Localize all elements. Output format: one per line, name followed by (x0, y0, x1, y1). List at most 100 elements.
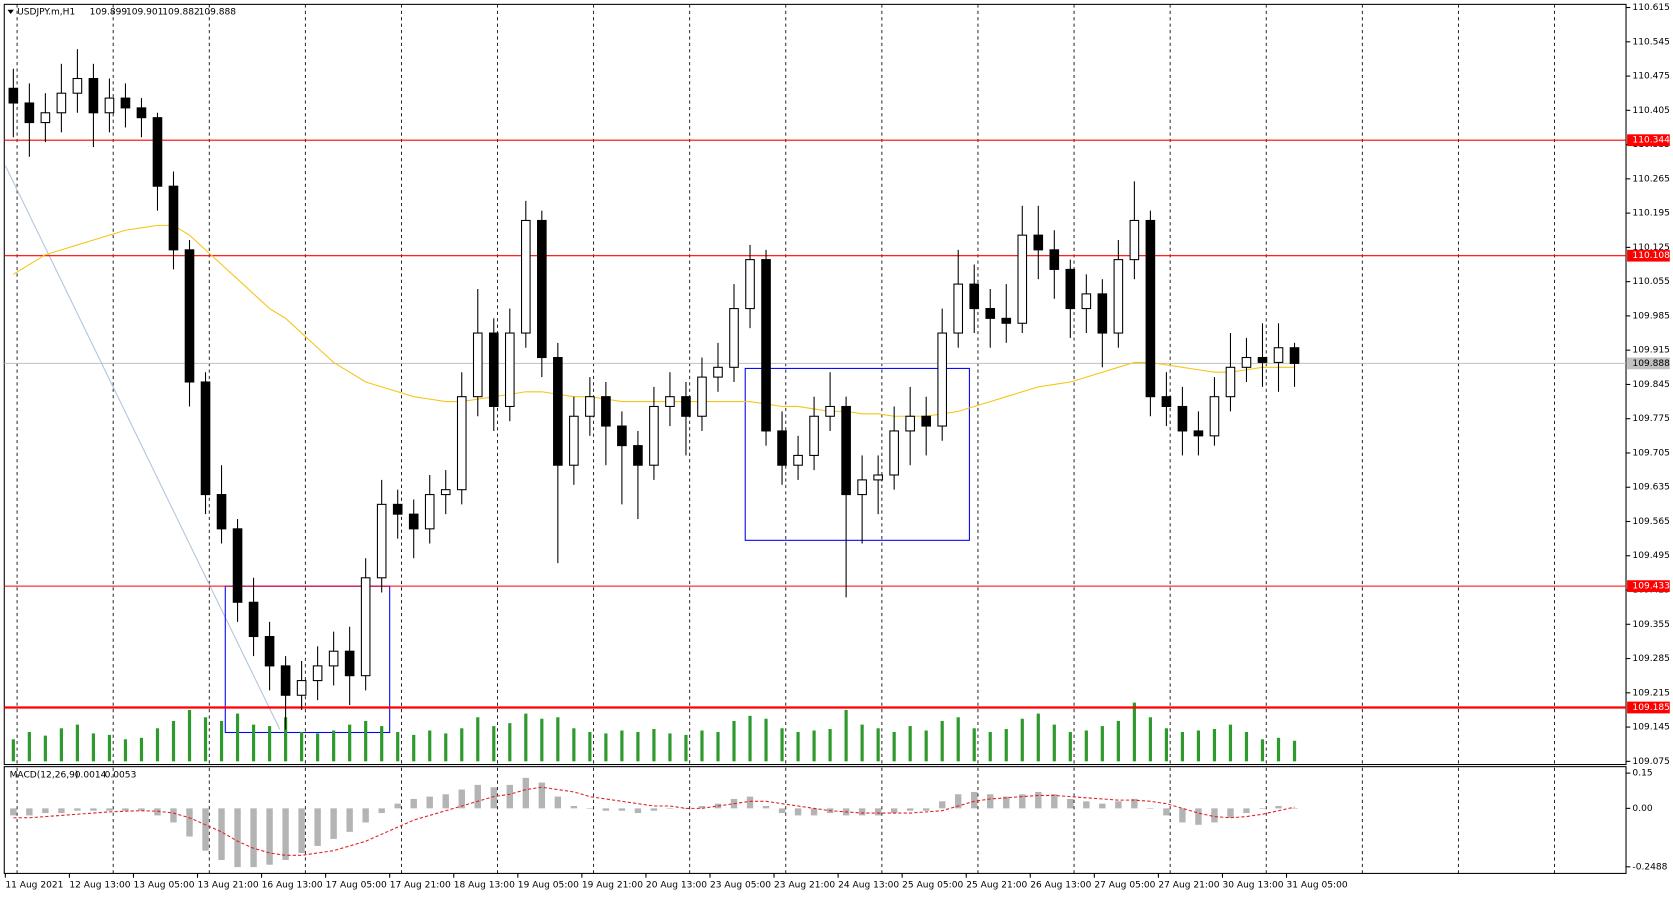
macd-bar (1067, 798, 1074, 809)
trend-line[interactable] (4, 165, 281, 730)
macd-bar (586, 808, 594, 809)
macd-bar (1019, 794, 1026, 809)
candle-body (296, 680, 307, 696)
candle-body (1033, 234, 1044, 251)
bid-price-label-box (1627, 357, 1670, 370)
volume-bar (748, 715, 752, 762)
macd-bar (987, 794, 994, 809)
macd-bar (1163, 808, 1170, 816)
candle-body (969, 283, 980, 310)
volume-bar (988, 731, 992, 762)
y-tick-label: 110.125 (1632, 243, 1669, 253)
volume-bar (604, 733, 608, 762)
range-box[interactable] (744, 367, 970, 541)
x-tick-label: 30 Aug 13:00 (1222, 881, 1283, 891)
x-tick-label: 25 Aug 05:00 (902, 881, 963, 891)
x-tick-label: 17 Aug 21:00 (390, 881, 451, 891)
candle-body (841, 405, 851, 496)
y-tick-label: 109.075 (1632, 757, 1669, 767)
macd-bar (810, 808, 818, 816)
volume-bar (508, 723, 512, 762)
volume-bar (1260, 739, 1265, 762)
volume-bar (780, 728, 784, 762)
volume-bar (1244, 731, 1249, 762)
candle-body (1081, 293, 1092, 310)
volume-bar (171, 720, 176, 762)
candle-body (1145, 219, 1156, 398)
candle-body (1209, 396, 1220, 437)
volume-bar (1132, 702, 1136, 762)
macd-bar (874, 808, 882, 816)
macd-bar (522, 777, 530, 809)
macd-bar (1051, 794, 1058, 809)
macd-bar (1243, 808, 1250, 814)
macd-bar (186, 808, 193, 837)
candle-body (1017, 234, 1028, 324)
candle-body (1241, 356, 1252, 368)
macd-bar (1227, 808, 1234, 818)
macd-bar (58, 808, 65, 814)
volume-bar (300, 731, 304, 762)
volume-bar (1164, 728, 1169, 762)
candle-body (873, 474, 883, 481)
symbol-menu[interactable] (7, 9, 14, 14)
candle-body (280, 665, 291, 696)
x-tick-label: 26 Aug 13:00 (1030, 881, 1091, 891)
volume-bar (251, 724, 256, 762)
volume-bar (75, 724, 80, 762)
candle-body (1193, 430, 1204, 437)
macd-bar (10, 808, 17, 816)
line-price-label-box (1627, 134, 1670, 147)
volume-bar (844, 709, 848, 762)
line-price-label-box (1627, 249, 1670, 262)
macd-bar (698, 806, 706, 809)
volume-bar (700, 730, 704, 762)
x-tick-label: 19 Aug 21:00 (582, 881, 643, 891)
x-tick-label: 27 Aug 21:00 (1158, 881, 1219, 891)
x-tick-label: 27 Aug 05:00 (1094, 881, 1155, 891)
x-tick-label: 23 Aug 05:00 (710, 881, 771, 891)
macd-bar (1131, 798, 1138, 809)
volume-bar (588, 731, 592, 762)
macd-bar (682, 808, 690, 809)
candle-body (1065, 268, 1076, 310)
x-tick-label: 18 Aug 13:00 (454, 881, 515, 891)
candle-body (761, 259, 771, 432)
volume-bar (11, 739, 15, 762)
candle-body (56, 92, 67, 114)
volume-bar (444, 733, 448, 762)
candle-body (408, 513, 419, 530)
y-tick-label: 110.195 (1632, 209, 1669, 219)
candle-body (104, 97, 115, 114)
candle-body (665, 396, 675, 408)
macd-bar (906, 808, 914, 811)
volume-bar (27, 731, 31, 762)
volume-bar (1084, 730, 1088, 762)
macd-bar (458, 789, 465, 809)
volume-bar (1228, 724, 1233, 762)
volume-bar (556, 717, 560, 762)
candle-body (889, 430, 899, 476)
macd-bar (570, 806, 578, 809)
volume-bar (203, 717, 208, 762)
y-tick-label: 109.495 (1632, 551, 1669, 561)
volume-bar (1212, 729, 1217, 762)
candle-body (328, 650, 339, 667)
macd-bar (1003, 796, 1010, 809)
x-tick-label: 24 Aug 13:00 (838, 881, 899, 891)
volume-bar (235, 713, 240, 762)
macd-bar (74, 808, 81, 811)
y-tick-label: 109.915 (1632, 346, 1669, 356)
candle-body (232, 528, 243, 603)
macd-bar (234, 808, 241, 868)
y-tick-label: 109.215 (1632, 688, 1669, 698)
macd-bar (490, 787, 497, 809)
macd-bar (90, 808, 97, 811)
candle-body (1113, 259, 1124, 334)
volume-bar (1036, 713, 1040, 762)
candle-body (168, 185, 179, 251)
macd-bar (154, 808, 161, 816)
